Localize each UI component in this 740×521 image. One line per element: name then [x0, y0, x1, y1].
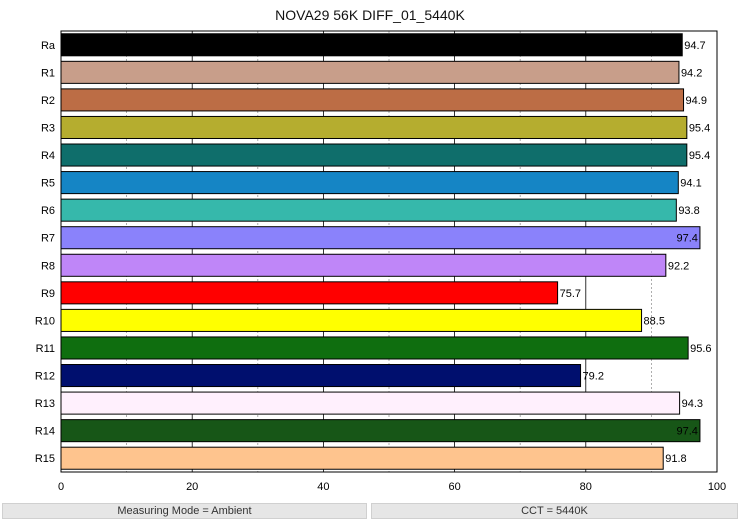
bar-r10 [60, 308, 643, 332]
value-label-r13: 94.3 [682, 398, 703, 410]
chart-title: NOVA29 56K DIFF_01_5440K [275, 7, 465, 23]
value-label-r6: 93.8 [678, 205, 699, 217]
category-label-r2: R2 [41, 95, 55, 107]
value-label-r1: 94.2 [681, 67, 702, 79]
bar-r5 [60, 171, 679, 195]
value-label-r5: 94.1 [680, 178, 701, 190]
category-label-ra: Ra [41, 40, 56, 52]
bar-r15 [60, 446, 664, 470]
bar-r11 [60, 336, 689, 360]
x-tick-label: 0 [58, 481, 64, 493]
x-tick-label: 20 [186, 481, 198, 493]
value-label-r8: 92.2 [668, 260, 689, 272]
plot-frame [60, 30, 718, 473]
x-tick-label: 100 [708, 481, 726, 493]
category-label-r11: R11 [36, 343, 55, 355]
category-label-r5: R5 [41, 178, 55, 190]
bar-r12 [60, 364, 582, 388]
value-label-r3: 95.4 [689, 122, 710, 134]
category-label-r15: R15 [35, 453, 55, 465]
bar-r8 [60, 253, 667, 277]
bar-r1 [60, 60, 680, 84]
value-label-ra: 94.7 [684, 40, 705, 52]
bar-ra [60, 33, 683, 57]
value-label-r14: 97.4 [677, 426, 698, 438]
bar-r6 [60, 198, 677, 222]
bar-r9 [60, 281, 559, 305]
category-label-r3: R3 [41, 122, 55, 134]
category-label-r14: R14 [35, 426, 55, 438]
bar-r13 [60, 391, 681, 415]
bar-r7 [60, 226, 701, 250]
category-label-r12: R12 [35, 371, 55, 383]
category-label-r10: R10 [35, 315, 55, 327]
category-label-r6: R6 [41, 205, 55, 217]
cct-label: CCT = 5440K [371, 503, 738, 519]
x-tick-label: 40 [317, 481, 329, 493]
x-axis-ticks: 0 20 40 60 80 100 [58, 481, 726, 493]
category-label-r1: R1 [41, 67, 55, 79]
value-label-r4: 95.4 [689, 150, 710, 162]
value-label-r15: 91.8 [665, 453, 686, 465]
category-label-r13: R13 [35, 398, 55, 410]
value-label-r9: 75.7 [560, 288, 581, 300]
value-label-r10: 88.5 [644, 315, 665, 327]
category-label-r7: R7 [41, 233, 55, 245]
category-label-r9: R9 [41, 288, 55, 300]
measuring-mode-label: Measuring Mode = Ambient [2, 503, 367, 519]
value-label-r2: 94.9 [686, 95, 707, 107]
x-tick-label: 80 [580, 481, 592, 493]
bar-r2 [60, 88, 685, 112]
bars: 94.7 94.2 94.9 95.4 95.4 94.1 93.8 97.4 92.2 75.7… [60, 33, 712, 470]
x-tick-label: 60 [448, 481, 460, 493]
bar-r14 [60, 419, 701, 443]
value-label-r11: 95.6 [690, 343, 711, 355]
bar-r3 [60, 115, 688, 139]
category-label-r8: R8 [41, 260, 55, 272]
category-label-r4: R4 [41, 150, 55, 162]
category-labels: Ra R1 R2 R3 R4 R5 R6 R7 R8 R9 R10 R11 R12 R13 R14 R15 [35, 40, 56, 465]
bar-r4 [60, 143, 688, 167]
value-label-r7: 97.4 [677, 233, 698, 245]
value-label-r12: 79.2 [583, 371, 604, 383]
